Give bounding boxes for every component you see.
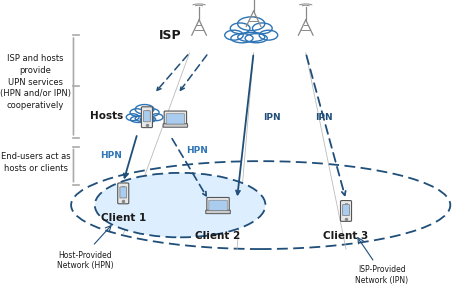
FancyBboxPatch shape	[141, 107, 153, 128]
Ellipse shape	[135, 115, 154, 122]
FancyBboxPatch shape	[164, 111, 187, 125]
Text: Host-Provided
Network (HPN): Host-Provided Network (HPN)	[57, 251, 114, 270]
FancyArrowPatch shape	[307, 55, 346, 195]
FancyBboxPatch shape	[144, 111, 150, 122]
Text: Client 1: Client 1	[100, 213, 146, 223]
Text: Client 3: Client 3	[323, 231, 369, 241]
FancyArrowPatch shape	[157, 55, 188, 90]
FancyArrowPatch shape	[172, 139, 206, 196]
Ellipse shape	[237, 33, 265, 42]
FancyArrowPatch shape	[124, 136, 137, 178]
Ellipse shape	[245, 34, 267, 43]
Ellipse shape	[146, 109, 159, 116]
Ellipse shape	[237, 17, 265, 30]
FancyBboxPatch shape	[163, 124, 188, 127]
FancyBboxPatch shape	[343, 205, 349, 216]
Text: Client 2: Client 2	[195, 231, 241, 241]
Text: HPN: HPN	[186, 146, 208, 155]
FancyBboxPatch shape	[206, 210, 230, 214]
Ellipse shape	[140, 116, 155, 122]
Text: ISP: ISP	[159, 29, 182, 42]
Text: IPN: IPN	[263, 113, 281, 122]
FancyBboxPatch shape	[120, 187, 127, 198]
Ellipse shape	[150, 114, 163, 121]
Ellipse shape	[126, 114, 139, 121]
Ellipse shape	[259, 30, 278, 40]
Ellipse shape	[130, 116, 146, 122]
Ellipse shape	[253, 23, 272, 34]
Text: ISP and hosts
provide
UPN services
(HPN and/or IPN)
cooperatively: ISP and hosts provide UPN services (HPN …	[0, 54, 71, 110]
Ellipse shape	[225, 30, 243, 40]
FancyArrowPatch shape	[181, 55, 207, 90]
FancyBboxPatch shape	[118, 183, 129, 204]
Text: HPN: HPN	[100, 151, 122, 160]
Text: Hosts: Hosts	[90, 111, 123, 121]
Ellipse shape	[230, 23, 250, 34]
FancyBboxPatch shape	[340, 200, 352, 222]
Ellipse shape	[130, 109, 144, 116]
Ellipse shape	[95, 173, 265, 237]
FancyBboxPatch shape	[166, 114, 184, 124]
Ellipse shape	[231, 34, 253, 43]
Text: ISP-Provided
Network (IPN): ISP-Provided Network (IPN)	[355, 265, 408, 285]
Text: IPN: IPN	[315, 113, 333, 122]
Text: End-users act as
hosts or clients: End-users act as hosts or clients	[1, 152, 70, 173]
FancyArrowPatch shape	[236, 55, 253, 195]
FancyBboxPatch shape	[209, 200, 227, 210]
Ellipse shape	[135, 105, 154, 114]
FancyBboxPatch shape	[207, 197, 229, 212]
